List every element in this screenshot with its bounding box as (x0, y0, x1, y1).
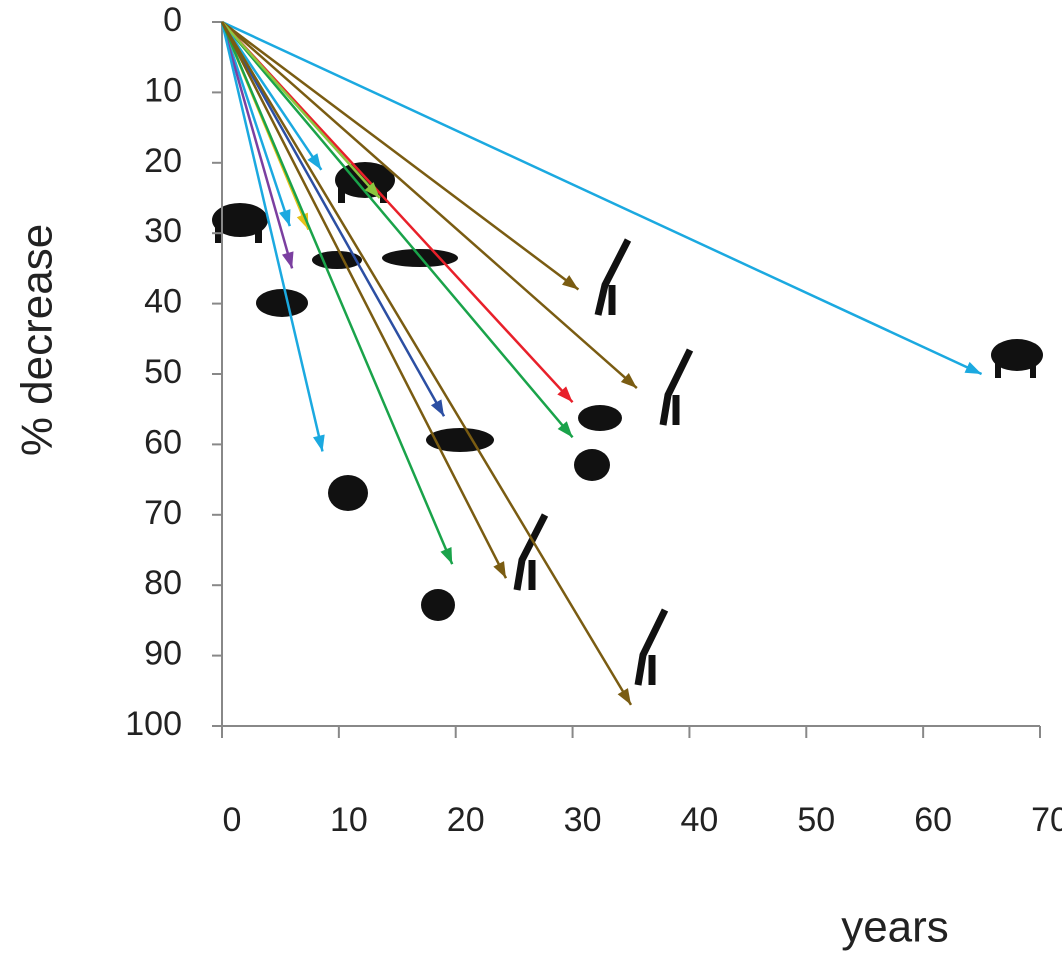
y-tick-label: 10 (144, 71, 182, 109)
arrow-line (222, 22, 637, 388)
y-tick-label: 40 (144, 283, 182, 321)
y-tick-label: 90 (144, 635, 182, 673)
y-tick-label: 70 (144, 494, 182, 532)
x-tick-label: 40 (681, 801, 719, 839)
x-axis-label: years (841, 903, 949, 952)
x-tick-label: 60 (914, 801, 952, 839)
arrow-head (965, 362, 982, 374)
arrow-head (279, 209, 290, 226)
arrow-head (282, 251, 294, 268)
y-tick-label: 100 (125, 705, 182, 743)
y-tick-label: 20 (144, 142, 182, 180)
y-tick-label: 30 (144, 212, 182, 250)
x-tick-label: 70 (1031, 801, 1062, 839)
y-tick-label: 50 (144, 353, 182, 391)
arrow-head (562, 275, 578, 289)
arrow-head (440, 547, 452, 564)
arrow-head (431, 399, 444, 416)
y-tick-label: 80 (144, 564, 182, 602)
chart: % decrease years 0 10 20 30 40 50 60 70 80 90 100 0… (0, 0, 1062, 953)
x-tick-label: 0 (223, 801, 242, 839)
arrow-line (222, 22, 380, 198)
x-tick-label: 20 (447, 801, 485, 839)
y-tick-label: 60 (144, 423, 182, 461)
arrow-head (493, 561, 506, 578)
arrow-line (222, 22, 573, 437)
y-tick-label: 0 (163, 1, 182, 39)
x-tick-label: 50 (797, 801, 835, 839)
animal-silhouettes (212, 162, 1043, 685)
arrow-line (222, 22, 982, 374)
x-tick-label: 10 (330, 801, 368, 839)
x-tick-label: 30 (564, 801, 602, 839)
y-axis-label: % decrease (13, 224, 62, 456)
arrow-head (618, 688, 631, 705)
